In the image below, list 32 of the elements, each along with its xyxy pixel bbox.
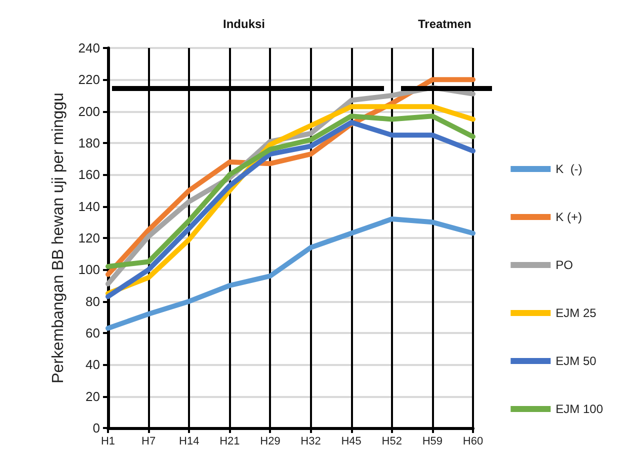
text: Induksi: [223, 17, 266, 31]
x-tick-label: H1: [100, 436, 116, 448]
y-tick-label: 100: [78, 262, 100, 278]
text: Treatmen: [418, 17, 472, 31]
x-tick-label: H45: [341, 436, 362, 448]
y-tick-label: 160: [78, 167, 100, 182]
legend-label: EJM 100: [556, 402, 604, 416]
y-tick-label: 120: [78, 230, 100, 246]
x-tick-label: H14: [179, 436, 200, 448]
y-tick-label: 200: [78, 104, 100, 119]
x-tick-label: H29: [260, 436, 280, 448]
y-tick-label: 180: [78, 136, 100, 150]
legend-label: EJM 25: [556, 306, 597, 320]
x-tick-label: H52: [382, 436, 402, 448]
y-tick-label: 60: [86, 326, 100, 340]
legend-label: K (-): [556, 162, 582, 176]
x-tick-label: H60: [462, 436, 484, 448]
legend-label: K (+): [556, 210, 582, 224]
y-tick-label: 40: [86, 357, 100, 372]
y-tick-label: 80: [86, 294, 100, 309]
legend-label: PO: [556, 258, 573, 272]
y-tick-label: 220: [78, 72, 100, 88]
x-tick-label: H59: [422, 436, 443, 448]
legend-label: EJM 50: [556, 354, 597, 368]
x-tick-label: H32: [300, 436, 321, 448]
x-tick-label: H21: [220, 436, 240, 448]
x-tick-label: H7: [142, 436, 156, 448]
y-tick-label: 140: [78, 198, 100, 214]
y-tick-label: 20: [86, 388, 100, 404]
y-tick-label: 0: [92, 420, 100, 436]
y-axis-title: Perkembangan BB hewan uji per minggu: [50, 92, 67, 384]
y-tick-label: 240: [78, 40, 100, 56]
